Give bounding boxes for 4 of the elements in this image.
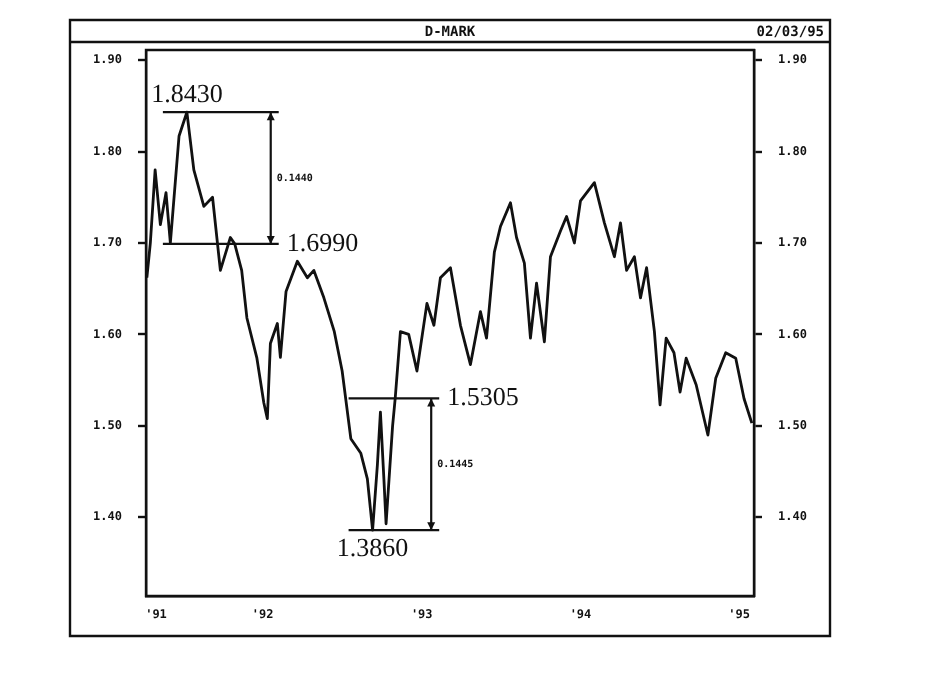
annotation: 1.8430 [151, 78, 223, 109]
annotation: 1.5305 [447, 381, 519, 412]
annotation: 1.3860 [336, 531, 409, 562]
annotation: 1.6990 [286, 226, 359, 257]
